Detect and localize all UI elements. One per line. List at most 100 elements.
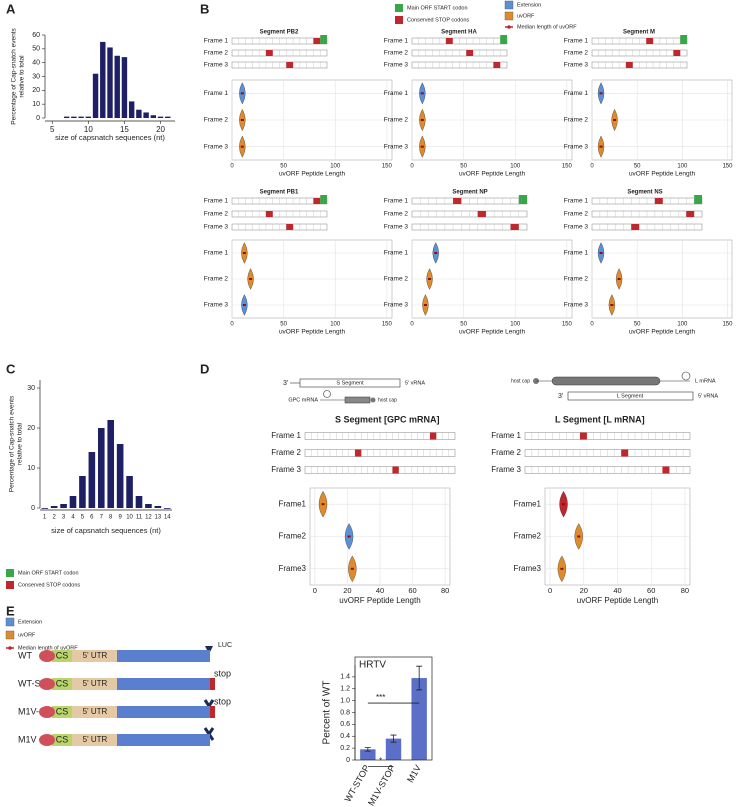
bar (107, 420, 115, 508)
x-tick-label: 10 (126, 515, 133, 521)
luc (112, 734, 210, 746)
label: L Segment (617, 393, 644, 399)
bar (60, 504, 67, 508)
x-tick-label: 100 (330, 322, 341, 328)
legend-swatch (504, 11, 514, 21)
strip-label: Frame 1 (384, 38, 409, 45)
y-tick-label: 1.0 (340, 697, 350, 704)
stop-cell (646, 38, 654, 44)
legend-label: uvORF (517, 13, 535, 19)
label: host cap (511, 378, 530, 384)
strip-label: Frame 1 (564, 198, 589, 205)
bar (360, 749, 376, 760)
legend-label: Conserved STOP codons (18, 582, 80, 588)
x-tick-label: 60 (647, 586, 655, 595)
x-tick-label: 0 (313, 586, 317, 595)
bar (121, 57, 128, 118)
median-marker (350, 567, 354, 570)
strip-label: Frame 3 (384, 224, 409, 231)
label: 5' vRNA (698, 393, 718, 399)
error-bar (364, 747, 371, 752)
x-tick-label: 0 (548, 586, 552, 595)
strip-label: Frame 2 (564, 50, 589, 57)
strip-label: Frame 3 (204, 62, 229, 69)
legend-label: uvORF (18, 632, 36, 638)
strip-label: Frame 1 (204, 38, 229, 45)
y-axis-label: relative to total (19, 55, 26, 98)
stop-cell (392, 466, 399, 474)
x-tick-label: 0 (590, 322, 594, 328)
y-tick-label: Frame 3 (204, 143, 229, 150)
cap (39, 650, 55, 662)
chart-title: Segment PB1 (260, 190, 299, 196)
x-tick-label: 150 (722, 322, 733, 328)
strip-label: Frame 2 (204, 50, 229, 57)
luc (112, 706, 210, 718)
segment-box (299, 378, 401, 388)
bar (154, 506, 162, 508)
x-tick-label: 20 (580, 586, 588, 595)
y-tick-label: Frame 2 (564, 117, 589, 124)
strip-label: Frame 3 (204, 224, 229, 231)
x-tick-label: 5 (50, 125, 55, 134)
x-tick-label: 50 (634, 322, 641, 328)
construct-label: WT (18, 650, 32, 660)
stop-cell (621, 449, 629, 457)
y-tick-label: Frame2 (278, 532, 306, 541)
y-tick-label: Frame 2 (564, 276, 589, 283)
median-marker (420, 119, 424, 121)
bar (116, 444, 124, 508)
bar (126, 476, 133, 508)
x-tick-label: 20 (156, 125, 165, 134)
x-tick-label: 150 (382, 322, 393, 328)
x-axis-label: uvORF Peptide Length (339, 596, 420, 605)
x-tick-label: 0 (590, 164, 594, 170)
median-marker (562, 503, 566, 506)
bar (143, 112, 149, 118)
y-tick-label: Frame 1 (564, 250, 589, 257)
y-tick-label: 30 (32, 73, 40, 80)
bar (163, 508, 171, 509)
bar (114, 55, 120, 118)
start-cell (320, 195, 327, 204)
panel-label: D (200, 361, 209, 376)
y-tick-label: 60 (32, 32, 40, 39)
bar (145, 504, 152, 508)
bar (85, 116, 92, 118)
orf (551, 376, 661, 386)
median-marker (240, 145, 244, 148)
y-tick-label: 40 (32, 60, 40, 67)
y-axis-label: Percentage of Cap-snatch events (11, 28, 18, 125)
x-tick-label: 0 (230, 322, 234, 328)
stop-cell (430, 432, 437, 440)
legend-swatch (6, 581, 14, 589)
legend-swatch (5, 630, 15, 640)
luc (112, 650, 210, 662)
x-tick-label: 100 (677, 164, 688, 170)
chart-title: S Segment [GPC mRNA] (335, 414, 440, 424)
start-cell (680, 35, 687, 44)
y-tick-label: 0.8 (340, 709, 350, 716)
stop-cell (286, 224, 294, 230)
x-axis-label: uvORF Peptide Length (459, 171, 526, 178)
median-marker (434, 252, 438, 254)
x-tick-label: 50 (460, 164, 467, 170)
bar (63, 116, 70, 118)
stop-cell (477, 211, 486, 217)
cs (52, 650, 72, 662)
y-tick-label: Frame1 (278, 499, 306, 508)
bar (128, 101, 135, 118)
x-tick-label: 80 (681, 586, 689, 595)
y-axis-label: Percentage of Cap-snatch events (9, 395, 16, 492)
cap (39, 706, 55, 718)
strip-label: Frame 2 (384, 211, 409, 218)
y-axis-label: relative to total (17, 422, 24, 465)
median-marker (423, 304, 427, 306)
stop-cell (286, 62, 294, 68)
y-tick-label: 20 (32, 87, 40, 94)
x-tick-label: 20 (343, 586, 351, 595)
utr-label: 5' UTR (83, 679, 108, 688)
legend-label: Main ORF START codon (18, 570, 79, 576)
legend-swatch (507, 25, 511, 29)
label: host cap (378, 397, 397, 403)
